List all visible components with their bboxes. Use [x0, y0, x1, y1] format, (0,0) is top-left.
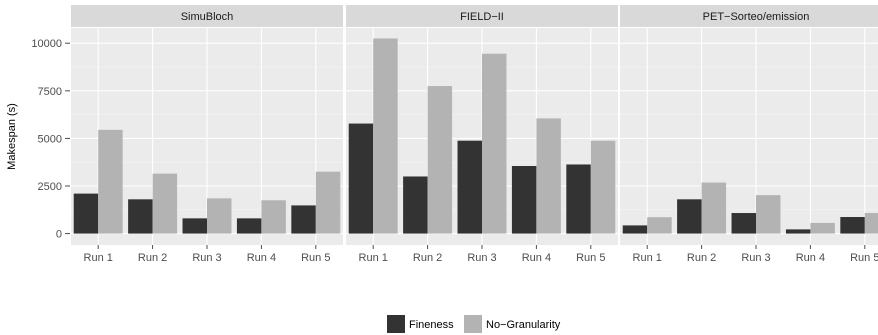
bar-fineness — [73, 193, 99, 234]
bar-fineness — [511, 166, 537, 234]
x-tick-label: Run 2 — [138, 252, 167, 264]
bar-no-granularity — [482, 53, 507, 234]
x-tick-label: Run 1 — [359, 252, 388, 264]
facet-title: SimuBloch — [181, 11, 234, 23]
bar-no-granularity — [315, 171, 341, 234]
x-tick-label: Run 3 — [467, 252, 496, 264]
bar-no-granularity — [207, 198, 232, 234]
bar-no-granularity — [261, 200, 286, 234]
bar-fineness — [566, 164, 591, 234]
facet-strip — [71, 5, 343, 27]
bar-no-granularity — [373, 38, 398, 234]
bar-no-granularity — [590, 140, 616, 234]
bar-no-granularity — [701, 182, 727, 234]
bar-fineness — [348, 123, 374, 234]
facet-strip — [620, 5, 878, 27]
bar-no-granularity — [864, 213, 878, 234]
y-tick-label: 10000 — [31, 38, 62, 50]
bar-no-granularity — [98, 129, 123, 234]
y-tick-label: 0 — [56, 229, 62, 241]
y-tick-label: 7500 — [38, 86, 62, 98]
bar-no-granularity — [152, 173, 178, 234]
bar-fineness — [457, 140, 482, 234]
legend-label-fineness: Fineness — [409, 319, 454, 331]
x-tick-label: Run 2 — [687, 252, 716, 264]
x-tick-label: Run 4 — [522, 252, 551, 264]
x-tick-label: Run 5 — [850, 252, 878, 264]
x-tick-label: Run 1 — [84, 252, 113, 264]
bar-fineness — [840, 217, 865, 234]
x-tick-label: Run 5 — [301, 252, 330, 264]
legend-swatch-no-granularity — [464, 315, 482, 333]
facet-strip — [346, 5, 618, 27]
bar-fineness — [236, 218, 262, 234]
x-tick-label: Run 3 — [741, 252, 770, 264]
facet-title: PET−Sorteo/emission — [703, 11, 810, 23]
y-tick-label: 2500 — [38, 181, 62, 193]
bar-no-granularity — [536, 118, 561, 234]
bar-fineness — [677, 199, 702, 234]
y-axis-label: Makespan (s) — [6, 103, 18, 170]
legend-swatch-fineness — [387, 315, 405, 333]
bar-fineness — [291, 205, 316, 234]
bar-fineness — [182, 218, 207, 234]
bar-fineness — [622, 225, 648, 234]
x-tick-label: Run 1 — [633, 252, 662, 264]
bar-no-granularity — [427, 86, 453, 234]
bar-fineness — [128, 199, 153, 234]
y-tick-label: 5000 — [38, 133, 62, 145]
bar-no-granularity — [647, 217, 672, 234]
bar-fineness — [785, 229, 811, 234]
plot-panel — [620, 28, 878, 245]
facet-title: FIELD−II — [460, 11, 504, 23]
x-tick-label: Run 5 — [576, 252, 605, 264]
legend-label-no-granularity: No−Granularity — [486, 319, 561, 331]
bar-fineness — [403, 176, 428, 234]
x-tick-label: Run 3 — [192, 252, 221, 264]
x-tick-label: Run 4 — [247, 252, 276, 264]
bar-no-granularity — [756, 195, 781, 234]
x-tick-label: Run 4 — [796, 252, 825, 264]
x-tick-label: Run 2 — [413, 252, 442, 264]
bar-fineness — [731, 213, 756, 234]
bar-no-granularity — [810, 222, 835, 234]
